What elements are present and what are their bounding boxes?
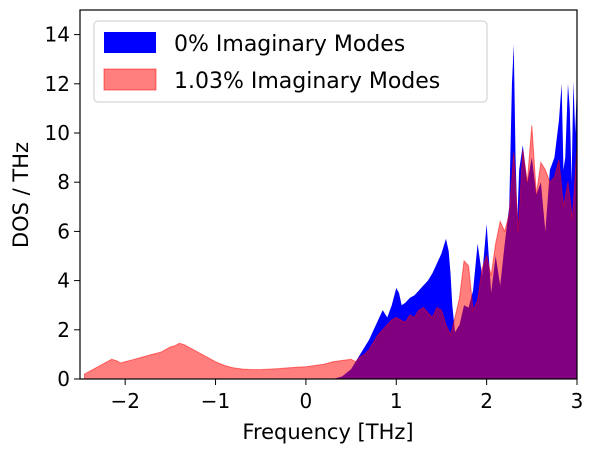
- x-axis: −2 −1 0 1 2 3: [110, 379, 583, 413]
- x-axis-label: Frequency [THz]: [242, 420, 413, 444]
- x-tick-label: −2: [110, 389, 139, 413]
- series-area-1: [84, 125, 577, 379]
- x-tick-label: 2: [480, 389, 493, 413]
- y-axis: 0 2 4 6 8 10 12 14: [45, 23, 80, 391]
- plot-areas: [84, 44, 577, 379]
- y-tick-label: 2: [57, 318, 70, 342]
- plot-frame: [79, 9, 578, 380]
- legend-swatch-0: [104, 32, 156, 53]
- x-tick-label: 3: [571, 389, 584, 413]
- x-tick-label: 0: [300, 389, 313, 413]
- y-tick-label: 14: [45, 23, 70, 47]
- y-tick-label: 0: [57, 367, 70, 391]
- y-axis-label: DOS / THz: [9, 142, 33, 248]
- legend: 0% Imaginary Modes 1.03% Imaginary Modes: [93, 20, 488, 103]
- y-tick-label: 8: [57, 170, 70, 194]
- legend-box: [93, 20, 488, 103]
- legend-swatch-1: [103, 68, 157, 91]
- legend-label-0: 0% Imaginary Modes: [174, 32, 405, 57]
- y-tick-label: 6: [57, 219, 70, 243]
- y-tick-label: 10: [45, 121, 70, 145]
- y-tick-label: 4: [57, 269, 70, 293]
- x-tick-label: −1: [201, 389, 230, 413]
- x-tick-label: 1: [390, 389, 403, 413]
- legend-label-1: 1.03% Imaginary Modes: [174, 69, 440, 94]
- y-tick-label: 12: [45, 72, 70, 96]
